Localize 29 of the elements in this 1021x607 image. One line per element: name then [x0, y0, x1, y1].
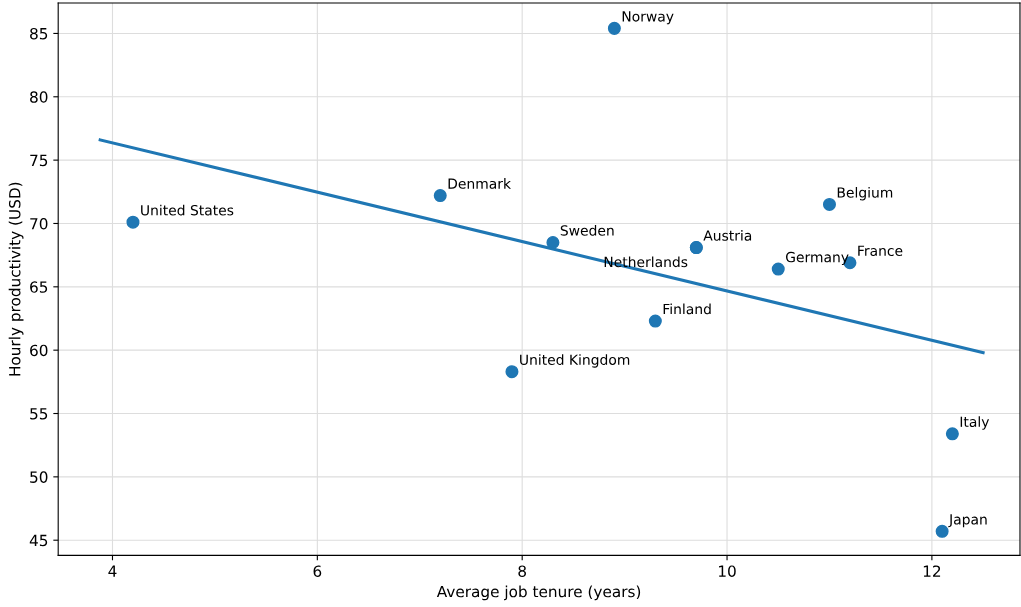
annotation: Italy: [960, 416, 990, 430]
y-tick-label: 75: [30, 154, 48, 167]
y-tick-label: 50: [30, 471, 48, 483]
x-axis-title: Average job tenure (years): [436, 585, 641, 601]
annotation: Denmark: [448, 178, 511, 189]
x-tick-label: 12: [923, 565, 941, 577]
y-tick-label: 45: [29, 534, 48, 547]
annotation: Japan: [948, 514, 987, 528]
x-tick-label: 4: [108, 565, 117, 577]
annotation: Netherlands: [604, 256, 688, 268]
x-tick-label: 8: [518, 565, 526, 577]
x-tick-label: 6: [313, 565, 322, 577]
annotation: Norway: [622, 11, 674, 25]
annotation: Finland: [663, 303, 711, 315]
annotation: Sweden: [560, 224, 614, 236]
annotation: United States: [141, 204, 234, 216]
y-tick-label: 70: [30, 217, 48, 230]
annotation: United Kingdom: [520, 354, 630, 368]
x-tick-label: 10: [719, 565, 736, 577]
annotation: France: [858, 245, 903, 256]
y-tick-label: 85: [30, 27, 48, 40]
y-axis-title: Hourly productivity (USD): [8, 182, 24, 376]
y-tick-label: 60: [30, 344, 48, 357]
y-tick-label: 55: [30, 408, 48, 420]
annotation: Germany: [785, 251, 849, 266]
annotation: Austria: [703, 230, 752, 241]
y-tick-label: 80: [30, 91, 48, 103]
y-tick-label: 65: [30, 281, 48, 293]
annotation: Belgium: [837, 186, 893, 201]
